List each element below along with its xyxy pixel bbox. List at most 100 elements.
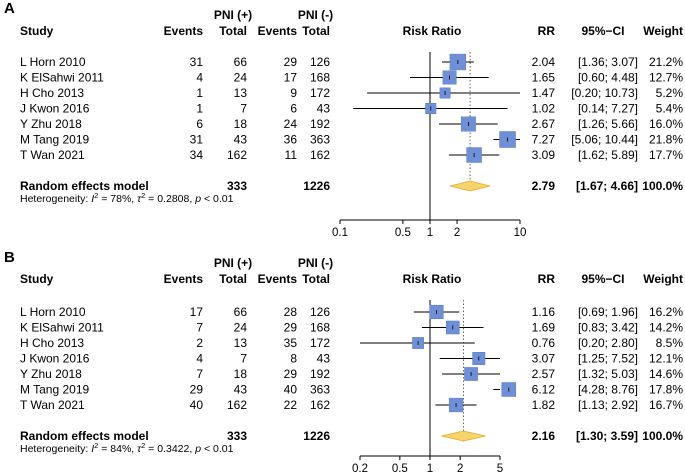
total-positive: 7 <box>240 102 247 116</box>
risk-ratio-value: 2.04 <box>532 55 556 69</box>
header-weight: Weight <box>643 272 683 286</box>
weight-value: 14.2% <box>649 321 683 335</box>
table-row: J Kwon 2016 1 7 6 43 1.02 [0.14; 7.27] 5.4% <box>20 102 683 116</box>
summary-total-negative: 1226 <box>303 429 330 443</box>
total-negative: 126 <box>310 305 330 319</box>
events-negative: 17 <box>284 71 298 85</box>
total-negative: 192 <box>310 117 330 131</box>
total-positive: 43 <box>234 383 248 397</box>
table-row: Y Zhu 2018 6 18 24 192 2.67 [1.26; 5.66] 16.0% <box>20 116 683 132</box>
weight-value: 12.7% <box>649 71 683 85</box>
x-axis-tick-label: 2 <box>457 463 463 474</box>
total-negative: 192 <box>310 367 330 381</box>
summary-total-positive: 333 <box>227 429 247 443</box>
summary-weight: 100.0% <box>642 429 683 443</box>
separator: , <box>131 443 137 455</box>
events-positive: 40 <box>190 398 204 412</box>
header-study: Study <box>20 272 54 286</box>
heterogeneity-stats: Heterogeneity: I2 = 84%, τ2 = 0.3422, p … <box>20 441 234 455</box>
weight-value: 16.2% <box>649 305 683 319</box>
total-positive: 13 <box>234 86 248 100</box>
p-value: < 0.01 <box>204 193 234 205</box>
total-positive: 13 <box>234 336 248 350</box>
risk-ratio-value: 3.07 <box>532 352 556 366</box>
total-positive: 162 <box>227 148 247 162</box>
study-name: L Horn 2010 <box>20 55 86 69</box>
risk-ratio-value: 0.76 <box>532 336 556 350</box>
x-axis-tick-label: 0.1 <box>332 227 348 239</box>
summary-row: Random effects model 333 1226 2.79 [1.67; 4.… <box>20 179 683 193</box>
events-positive: 31 <box>190 133 204 147</box>
separator: , <box>189 193 195 205</box>
weight-value: 17.8% <box>649 383 683 397</box>
tau-squared-symbol: τ <box>137 193 142 205</box>
header-total: Total <box>302 24 330 38</box>
i-squared-value: 78% <box>110 193 131 205</box>
summary-confidence-interval: [1.67; 4.66] <box>576 179 638 193</box>
heterogeneity-prefix: Heterogeneity: <box>20 443 91 455</box>
total-negative: 363 <box>310 133 330 147</box>
panel-letter: A <box>4 0 15 17</box>
events-positive: 1 <box>196 102 203 116</box>
risk-ratio-value: 3.09 <box>532 148 556 162</box>
summary-risk-ratio: 2.79 <box>532 179 556 193</box>
i-squared-symbol: I <box>91 443 94 455</box>
total-negative: 43 <box>317 352 331 366</box>
total-positive: 162 <box>227 398 247 412</box>
summary-label: Random effects model <box>20 429 149 443</box>
superscript-2: 2 <box>94 441 98 450</box>
events-positive: 29 <box>190 383 204 397</box>
equals-sign: = <box>98 193 110 205</box>
risk-ratio-value: 1.16 <box>532 305 556 319</box>
header-rr: RR <box>538 272 556 286</box>
confidence-interval-value: [0.83; 3.42] <box>578 321 638 335</box>
p-symbol: p <box>194 193 201 205</box>
events-positive: 6 <box>196 117 203 131</box>
i-squared-symbol: I <box>91 193 94 205</box>
confidence-interval-value: [1.25; 7.52] <box>578 352 638 366</box>
summary-total-negative: 1226 <box>303 179 330 193</box>
x-axis-tick-label: 1 <box>427 227 433 239</box>
header-events: Events <box>258 272 298 286</box>
header-total: Total <box>219 272 247 286</box>
events-negative: 28 <box>284 305 298 319</box>
confidence-interval-value: [0.14; 7.27] <box>578 102 638 116</box>
table-row: M Tang 2019 29 43 40 363 6.12 [4.28; 8.76] 17.8… <box>20 382 683 397</box>
header-events: Events <box>258 24 298 38</box>
study-name: T Wan 2021 <box>20 398 85 412</box>
forest-panel-a: A PNI (+) PNI (-) Study Events Total Events Tot… <box>4 0 683 239</box>
total-negative: 172 <box>310 86 330 100</box>
forest-panel-b: B PNI (+) PNI (-) Study Events Total Events Tot… <box>4 249 683 474</box>
header-plot-title: Risk Ratio <box>403 272 462 286</box>
risk-ratio-value: 2.67 <box>532 117 556 131</box>
study-name: M Tang 2019 <box>20 133 89 147</box>
confidence-interval-value: [5.06; 10.44] <box>571 133 638 147</box>
events-negative: 29 <box>284 367 298 381</box>
superscript-2: 2 <box>141 191 145 200</box>
header-group-negative: PNI (-) <box>298 256 333 270</box>
superscript-2: 2 <box>141 441 145 450</box>
events-positive: 34 <box>190 148 204 162</box>
confidence-interval-value: [1.36; 3.07] <box>578 55 638 69</box>
total-positive: 18 <box>234 367 248 381</box>
tau-squared-value: 0.2808 <box>157 193 189 205</box>
table-row: M Tang 2019 31 43 36 363 7.27 [5.06; 10.44] 21.… <box>20 131 683 148</box>
events-positive: 7 <box>196 367 203 381</box>
risk-ratio-value: 1.69 <box>532 321 556 335</box>
total-negative: 168 <box>310 71 330 85</box>
confidence-interval-value: [1.13; 2.92] <box>578 398 638 412</box>
summary-diamond <box>449 180 491 192</box>
weight-value: 5.2% <box>656 86 684 100</box>
events-positive: 31 <box>190 55 204 69</box>
risk-ratio-value: 1.02 <box>532 102 556 116</box>
separator: , <box>189 443 195 455</box>
risk-ratio-value: 1.82 <box>532 398 556 412</box>
study-name: H Cho 2013 <box>20 336 84 350</box>
table-row: K ElSahwi 2011 4 24 17 168 1.65 [0.60; 4.48] 12… <box>20 71 683 85</box>
events-positive: 4 <box>196 71 203 85</box>
summary-risk-ratio: 2.16 <box>532 429 556 443</box>
header-ci: 95%−CI <box>581 24 624 38</box>
events-positive: 4 <box>196 352 203 366</box>
study-name: K ElSahwi 2011 <box>20 71 104 85</box>
table-row: T Wan 2021 34 162 11 162 3.09 [1.62; 5.89] 17.7… <box>20 147 683 163</box>
